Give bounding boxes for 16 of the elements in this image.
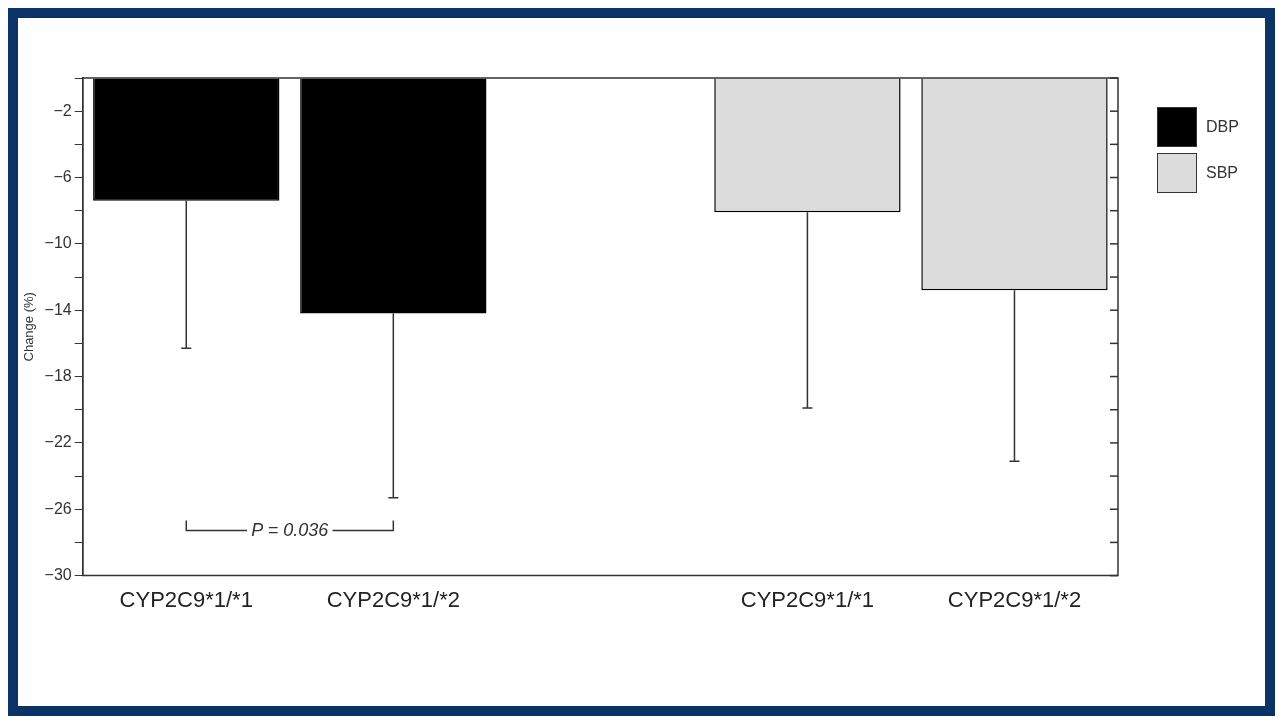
x-tick-label: CYP2C9*1/*2 bbox=[326, 586, 460, 612]
y-tick-label: −30 bbox=[44, 566, 72, 584]
annotation: P = 0.036 bbox=[251, 519, 330, 540]
y-axis-title: Change (%) bbox=[21, 292, 37, 362]
y-tick-label: −10 bbox=[44, 234, 72, 252]
y-tick-label: −22 bbox=[44, 433, 72, 451]
x-tick-label: CYP2C9*1/*2 bbox=[947, 586, 1082, 612]
y-tick-label: −2 bbox=[53, 101, 72, 119]
y-tick-label: −18 bbox=[44, 366, 72, 384]
legend-label: SBP bbox=[1206, 164, 1239, 182]
y-tick-label: −26 bbox=[44, 499, 72, 517]
y-tick-label: −6 bbox=[53, 167, 72, 185]
legend-label: DBP bbox=[1206, 118, 1239, 136]
x-tick-label: CYP2C9*1/*1 bbox=[740, 586, 875, 612]
x-tick-label: CYP2C9*1/*1 bbox=[119, 586, 253, 612]
y-tick-label: −14 bbox=[44, 300, 72, 318]
